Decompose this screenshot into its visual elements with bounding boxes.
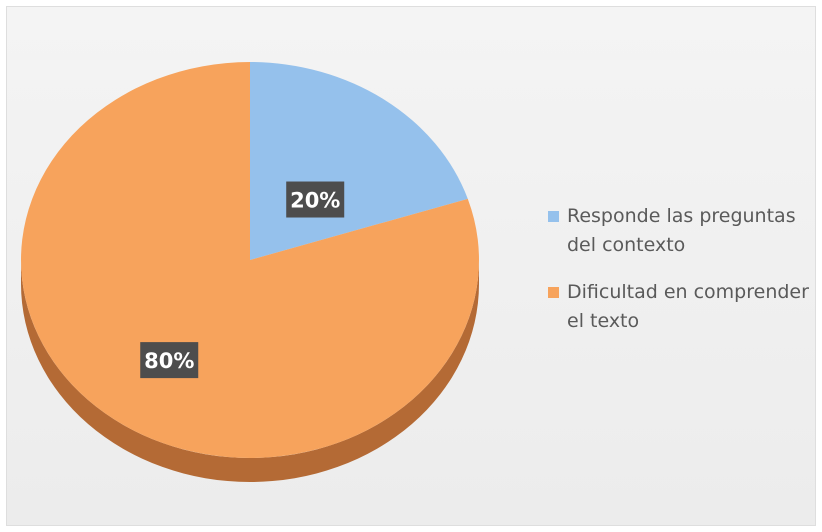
data-label-box-0 <box>286 181 345 218</box>
legend: Responde las preguntas del contexto Difi… <box>548 202 818 354</box>
pie-slice-1 <box>21 62 479 458</box>
legend-swatch-dificultad <box>548 287 559 298</box>
pie-tops <box>21 62 479 458</box>
legend-item-dificultad: Dificultad en comprender el texto <box>548 278 818 336</box>
legend-label-dificultad: Dificultad en comprender el texto <box>567 281 809 332</box>
pie-labels: 20% 80% <box>140 181 345 379</box>
legend-label-responde: Responde las preguntas del contexto <box>567 205 796 256</box>
legend-item-responde: Responde las preguntas del contexto <box>548 202 818 260</box>
data-label-0: 20% <box>290 189 340 213</box>
data-label-1: 80% <box>144 349 194 373</box>
legend-swatch-responde <box>548 211 559 222</box>
data-label-box-1 <box>140 342 199 379</box>
